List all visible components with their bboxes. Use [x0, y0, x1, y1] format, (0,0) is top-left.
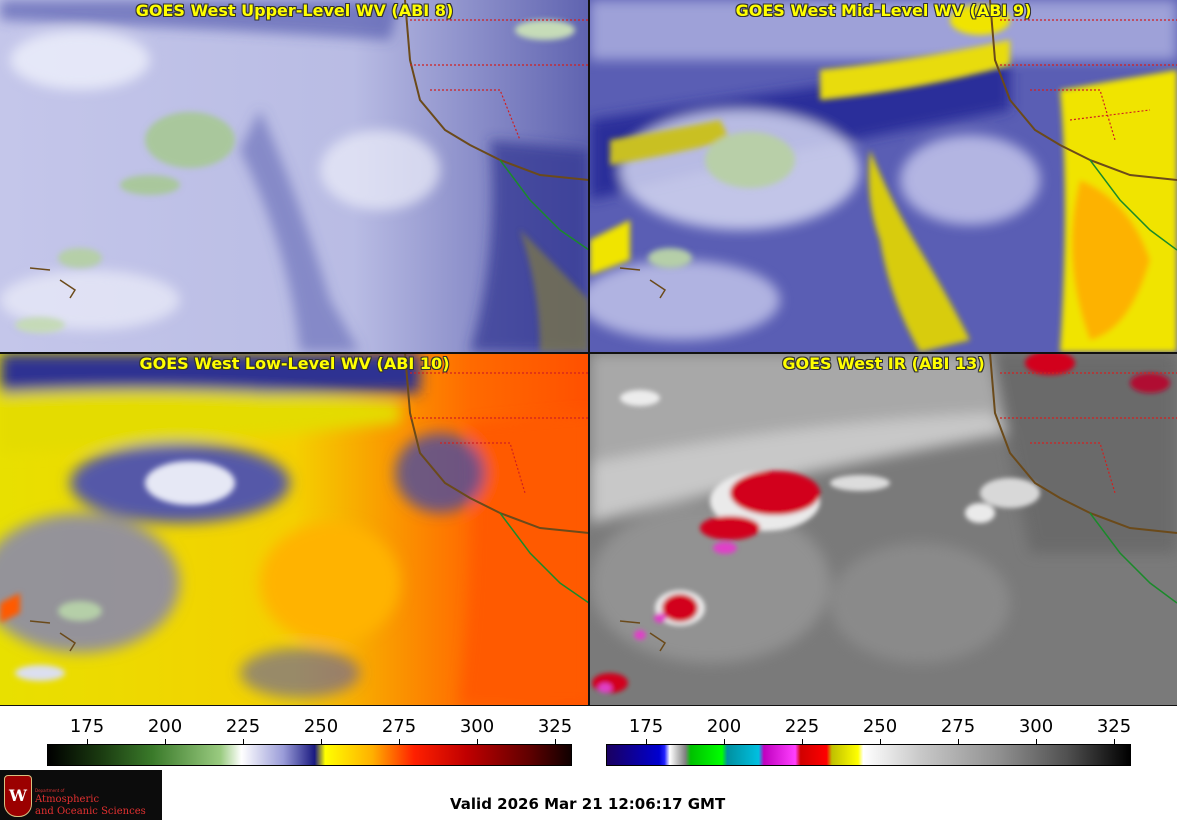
logo-department: Department of	[35, 788, 65, 793]
infrared-image	[590, 353, 1177, 705]
tick-label: 200	[147, 716, 183, 737]
tick-label: 225	[784, 716, 820, 737]
upper-level-wv-image	[0, 0, 589, 352]
tick-label: 200	[706, 716, 742, 737]
colorbar-strip	[47, 744, 572, 766]
colorbar-strip	[606, 744, 1131, 766]
low-level-wv-panel: GOES West Low-Level WV (ABI 10)	[0, 353, 589, 705]
tick-label: 250	[303, 716, 339, 737]
tick-label: 300	[1018, 716, 1054, 737]
infrared-panel: GOES West IR (ABI 13)	[590, 353, 1177, 705]
panel-divider-horizontal	[0, 352, 1177, 354]
water-vapor-colorbar: 175 200 225 250 275 300 325	[47, 706, 572, 766]
upper-level-wv-panel: GOES West Upper-Level WV (ABI 8)	[0, 0, 589, 352]
logo-line1: Atmospheric	[35, 794, 100, 805]
tick-label: 175	[69, 716, 105, 737]
tick-label: 275	[381, 716, 417, 737]
aos-logo: W Department of Atmospheric and Oceanic …	[0, 770, 162, 820]
tick-label: 250	[862, 716, 898, 737]
tick-label: 300	[459, 716, 495, 737]
low-level-wv-image	[0, 353, 589, 705]
tick-label: 275	[940, 716, 976, 737]
logo-line2: and Oceanic Sciences	[35, 806, 146, 817]
uw-crest-icon: W	[4, 775, 32, 817]
tick-label: 175	[628, 716, 664, 737]
mid-level-wv-panel: GOES West Mid-Level WV (ABI 9)	[590, 0, 1177, 352]
tick-label: 225	[225, 716, 261, 737]
mid-level-wv-image	[590, 0, 1177, 352]
tick-label: 325	[1096, 716, 1132, 737]
valid-time: Valid 2026 Mar 21 12:06:17 GMT	[450, 795, 726, 813]
tick-label: 325	[537, 716, 573, 737]
infrared-colorbar: 175 200 225 250 275 300 325	[606, 706, 1131, 766]
panel-bottom-border	[0, 705, 1177, 706]
